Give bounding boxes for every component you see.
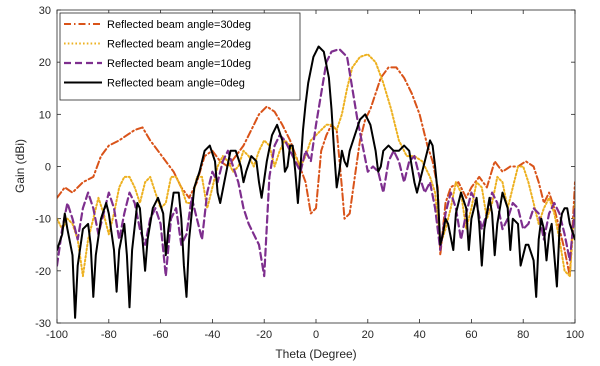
plot-frame bbox=[56, 9, 576, 324]
y-axis-ticks: -30 -20 -10 0 10 20 30 bbox=[35, 5, 575, 330]
y-tick-label: 0 bbox=[45, 162, 51, 174]
x-tick-label: -20 bbox=[256, 329, 272, 341]
x-tick-label: 20 bbox=[362, 329, 374, 341]
series-line-3 bbox=[57, 45, 575, 319]
y-tick-label: -20 bbox=[35, 266, 51, 278]
legend-label-1: Reflected beam angle=20deg bbox=[107, 39, 251, 51]
y-tick-label: 30 bbox=[39, 5, 51, 17]
y-tick-label: 10 bbox=[39, 109, 51, 121]
x-tick-label: 40 bbox=[413, 329, 425, 341]
legend-label-3: Reflected beam angle=0deg bbox=[107, 78, 245, 90]
x-tick-label: -100 bbox=[46, 329, 68, 341]
x-tick-label: -60 bbox=[153, 329, 169, 341]
legend: Reflected beam angle=30deg Reflected beam… bbox=[59, 12, 301, 101]
y-tick-label: -10 bbox=[35, 214, 51, 226]
x-tick-label: 0 bbox=[313, 329, 319, 341]
x-tick-label: -40 bbox=[204, 329, 220, 341]
series-line-0 bbox=[57, 66, 575, 278]
x-tick-label: 60 bbox=[465, 329, 477, 341]
legend-label-0: Reflected beam angle=30deg bbox=[107, 19, 251, 31]
series-group bbox=[57, 45, 575, 319]
x-axis-label: Theta (Degree) bbox=[275, 347, 356, 361]
legend-items: Reflected beam angle=30deg Reflected beam… bbox=[64, 19, 251, 90]
x-tick-label: -80 bbox=[101, 329, 117, 341]
series-layer bbox=[57, 45, 575, 319]
legend-label-2: Reflected beam angle=10deg bbox=[107, 58, 251, 70]
x-tick-label: 80 bbox=[517, 329, 529, 341]
y-tick-label: -30 bbox=[35, 318, 51, 330]
legend-box bbox=[59, 12, 301, 101]
y-axis-label: Gain (dBi) bbox=[13, 139, 27, 193]
y-tick-label: 20 bbox=[39, 57, 51, 69]
x-tick-label: 100 bbox=[566, 329, 584, 341]
x-axis-ticks: -100 -80 -60 -40 -20 0 20 40 60 80 100 bbox=[46, 10, 584, 341]
